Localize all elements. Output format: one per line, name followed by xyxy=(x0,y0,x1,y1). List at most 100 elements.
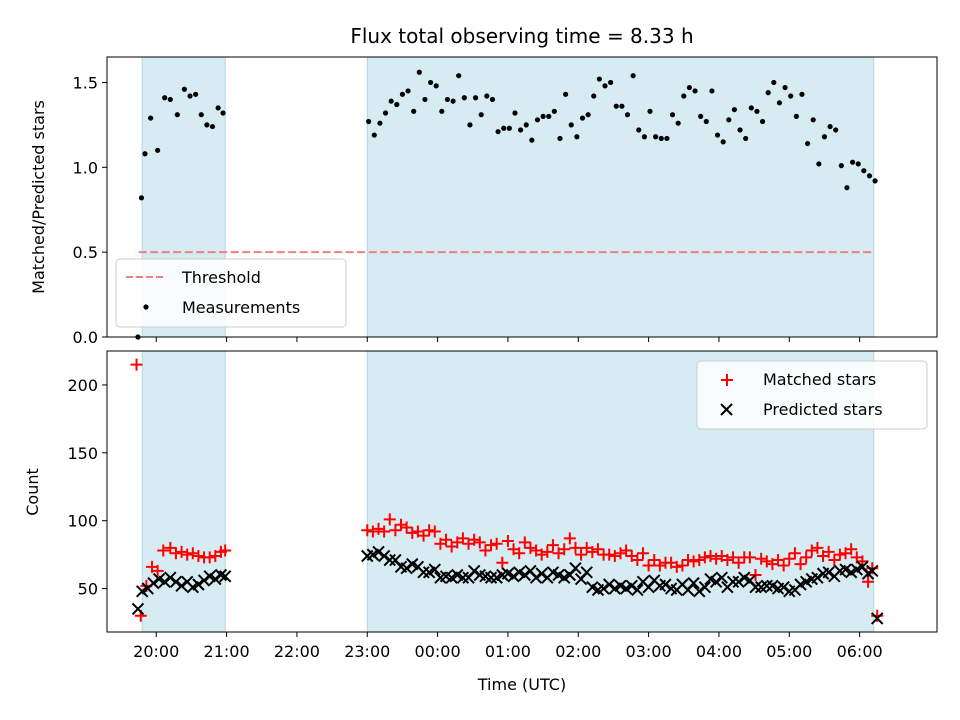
measurement-point xyxy=(204,122,210,128)
matched-point xyxy=(603,548,616,561)
matched-point xyxy=(395,518,408,531)
y-tick-label: 1.5 xyxy=(73,73,98,92)
count-y-ticks: 50 100 150 200 xyxy=(67,376,107,599)
matched-point xyxy=(682,554,694,567)
matched-point xyxy=(513,547,526,560)
measurement-point xyxy=(821,134,828,140)
predicted-point xyxy=(822,566,835,579)
x-tick-label: 04:00 xyxy=(696,642,742,661)
predicted-point xyxy=(871,612,884,625)
matched-point xyxy=(440,533,453,546)
measurement-point xyxy=(148,115,154,121)
matched-point xyxy=(586,545,599,558)
measurement-point xyxy=(698,113,704,119)
x-tick-label: 02:00 xyxy=(555,642,601,661)
measurement-point xyxy=(743,135,749,142)
matched-point xyxy=(378,525,391,538)
predicted-point xyxy=(131,602,145,616)
matched-point xyxy=(760,555,773,568)
matched-point xyxy=(518,536,531,549)
predicted-point xyxy=(693,585,706,598)
ratio-x-ticks xyxy=(155,337,861,342)
matched-point xyxy=(845,543,858,556)
matched-point xyxy=(558,543,571,556)
matched-point xyxy=(636,547,649,560)
predicted-point xyxy=(749,580,762,594)
measurement-point xyxy=(765,90,771,96)
legend-predicted-label: Predicted stars xyxy=(763,400,883,419)
predicted-point xyxy=(428,563,441,576)
legend-threshold-label: Threshold xyxy=(181,268,261,287)
matched-point xyxy=(563,532,576,545)
matched-point xyxy=(693,554,706,567)
shade-interval-0 xyxy=(141,350,226,633)
measurement-point xyxy=(810,117,816,123)
measurement-point xyxy=(456,73,462,79)
measurement-point xyxy=(523,122,529,128)
measurement-point xyxy=(709,88,715,94)
matched-point xyxy=(501,535,514,548)
matched-point xyxy=(175,545,188,558)
matched-point xyxy=(822,545,835,558)
measurement-point xyxy=(731,107,738,113)
measurement-point xyxy=(613,103,619,109)
measurement-point xyxy=(726,117,732,123)
matched-point xyxy=(490,537,503,550)
count-y-axis-label: Count xyxy=(23,468,42,516)
matched-point xyxy=(704,549,717,562)
matched-point xyxy=(423,524,436,537)
matched-point xyxy=(631,554,644,567)
measurement-point xyxy=(501,125,507,131)
measurement-point xyxy=(816,161,822,167)
matched-point xyxy=(361,524,374,537)
matched-point xyxy=(219,544,232,557)
measurement-point xyxy=(793,113,799,119)
measurement-points xyxy=(135,69,878,340)
x-tick-label: 03:00 xyxy=(626,642,672,661)
measurement-point xyxy=(382,110,389,116)
measurement-point xyxy=(714,132,721,138)
measurement-point xyxy=(174,112,180,118)
x-tick-label: 22:00 xyxy=(274,642,320,661)
measurement-point xyxy=(838,163,844,169)
matched-point xyxy=(805,544,818,557)
matched-point xyxy=(473,536,486,549)
measurement-point xyxy=(198,112,204,118)
measurement-point xyxy=(866,173,873,179)
measurement-point xyxy=(624,112,631,118)
y-tick-label: 0.5 xyxy=(73,243,98,262)
measurement-point xyxy=(557,135,563,142)
count-legend: Matched stars Predicted stars xyxy=(696,360,928,430)
measurement-point xyxy=(427,79,434,86)
shade-interval-1 xyxy=(366,56,875,338)
matched-points xyxy=(130,358,884,622)
y-tick-label: 1.0 xyxy=(73,158,98,177)
matched-point xyxy=(479,544,492,557)
measurement-point xyxy=(394,101,400,108)
y-tick-label: 100 xyxy=(67,512,98,531)
predicted-point xyxy=(169,575,183,588)
matched-point xyxy=(648,554,661,567)
matched-point xyxy=(157,544,170,557)
count-plot-frame xyxy=(106,350,938,633)
matched-point xyxy=(591,543,604,556)
chart-title: Flux total observing time = 8.33 h xyxy=(350,24,693,48)
matched-point xyxy=(485,539,498,552)
measurement-point xyxy=(489,96,496,103)
matched-point xyxy=(151,564,164,577)
predicted-point xyxy=(569,561,582,575)
matched-point xyxy=(833,548,846,561)
matched-point xyxy=(788,547,801,560)
predicted-point xyxy=(164,571,177,584)
matched-point xyxy=(676,559,689,572)
ratio-plot-frame xyxy=(106,56,938,338)
y-tick-label: 150 xyxy=(67,444,98,463)
matched-point xyxy=(366,525,379,538)
matched-point xyxy=(856,555,869,568)
matched-point xyxy=(732,556,745,569)
predicted-point xyxy=(400,561,413,575)
y-tick-label: 200 xyxy=(67,376,98,395)
x-tick-label: 21:00 xyxy=(204,642,250,661)
x-axis-label: Time (UTC) xyxy=(477,675,566,694)
matched-point xyxy=(642,559,655,572)
